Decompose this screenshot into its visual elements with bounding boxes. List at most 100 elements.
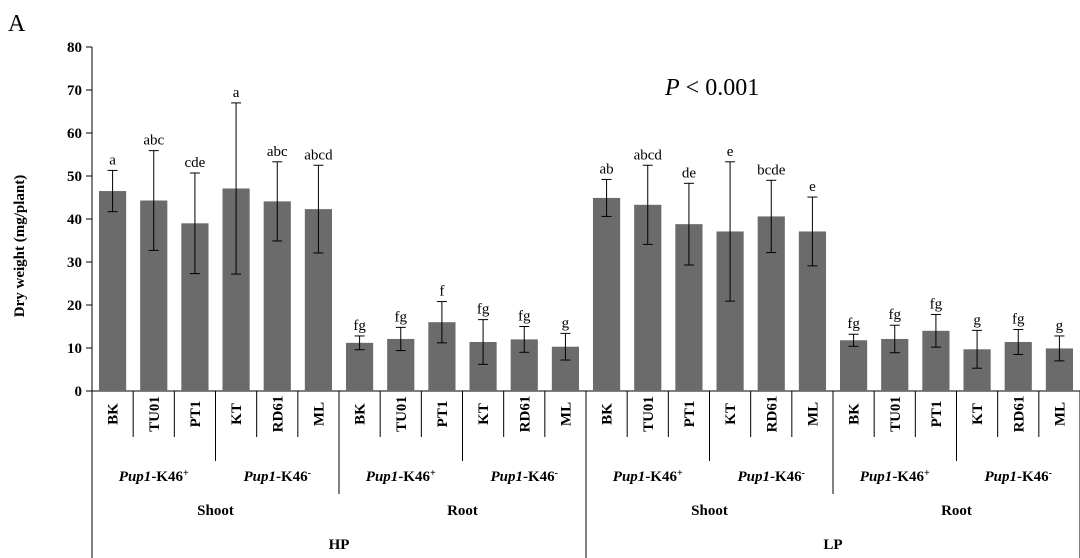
x-category-label: TU01	[147, 396, 163, 432]
genotype-group-label: Pup1-K46-	[490, 468, 558, 486]
significance-letter: g	[973, 312, 981, 328]
genotype-superscript: -	[802, 468, 805, 479]
genotype-italic: Pup1	[613, 469, 646, 485]
significance-letter: abcd	[634, 147, 663, 163]
x-category-label: ML	[1052, 402, 1068, 426]
y-tick-label: 70	[67, 83, 82, 99]
significance-letter: ab	[599, 161, 613, 177]
treatment-group-label: LP	[823, 537, 842, 553]
tissue-group-label: Root	[941, 503, 972, 519]
genotype-text: -K46	[770, 469, 802, 485]
panel-label: A	[8, 11, 26, 37]
significance-letter: bcde	[757, 162, 786, 178]
x-category-label: BK	[847, 403, 863, 425]
significance-letter: g	[562, 315, 570, 331]
genotype-italic: Pup1	[737, 469, 770, 485]
genotype-text: -K46	[398, 469, 430, 485]
x-category-label: BK	[600, 403, 616, 425]
significance-letter: fg	[1012, 312, 1025, 328]
genotype-group-label: Pup1-K46+	[613, 468, 683, 486]
significance-letter: cde	[185, 155, 206, 171]
genotype-italic: Pup1	[119, 469, 152, 485]
x-category-label: ML	[558, 402, 574, 426]
significance-letter: de	[682, 165, 697, 181]
x-category-label: TU01	[394, 396, 410, 432]
x-category-label: BK	[106, 403, 122, 425]
y-tick-label: 40	[67, 212, 82, 228]
significance-letter: fg	[847, 316, 860, 332]
x-category-label: RD61	[764, 396, 780, 433]
x-axis-categories: BK TU01 PT1 KT RD61 ML BK TU01 PT1 KT RD61 ML BK TU01…	[91, 391, 1080, 558]
genotype-italic: Pup1	[366, 469, 399, 485]
y-tick-label: 10	[67, 341, 82, 357]
genotype-text: -K46	[523, 469, 555, 485]
genotype-text: -K46	[276, 469, 308, 485]
treatment-group-label: HP	[329, 537, 350, 553]
genotype-superscript: +	[924, 468, 930, 479]
x-category-label: PT1	[682, 401, 698, 428]
genotype-superscript: +	[430, 468, 436, 479]
genotype-group-label: Pup1-K46-	[737, 468, 805, 486]
x-category-label: TU01	[888, 396, 904, 432]
x-category-label: KT	[723, 403, 739, 425]
p-value-annotation: P < 0.001	[664, 75, 759, 101]
significance-letter: fg	[395, 309, 408, 325]
genotype-italic: Pup1	[243, 469, 276, 485]
significance-letter: abc	[143, 133, 164, 149]
x-category-label: TU01	[641, 396, 657, 432]
significance-letter: fg	[930, 296, 943, 312]
genotype-group-label: Pup1-K46+	[366, 468, 436, 486]
significance-letter: a	[109, 152, 116, 168]
y-tick-label: 20	[67, 298, 82, 314]
genotype-text: -K46	[645, 469, 677, 485]
genotype-superscript: -	[555, 468, 558, 479]
p-value-italic: P	[664, 75, 680, 101]
y-tick-label: 50	[67, 169, 82, 185]
bar	[345, 342, 374, 391]
bar	[98, 191, 127, 391]
genotype-group-label: Pup1-K46+	[860, 468, 930, 486]
significance-letter: fg	[353, 318, 366, 334]
genotype-italic: Pup1	[860, 469, 893, 485]
x-category-label: RD61	[517, 396, 533, 433]
genotype-group-label: Pup1-K46-	[984, 468, 1052, 486]
genotype-italic: Pup1	[984, 469, 1017, 485]
x-category-label: RD61	[270, 396, 286, 433]
x-category-label: ML	[805, 402, 821, 426]
x-category-label: KT	[970, 403, 986, 425]
x-category-label: KT	[229, 403, 245, 425]
x-category-label: RD61	[1011, 396, 1027, 433]
tissue-group-label: Root	[447, 503, 478, 519]
x-category-label: PT1	[188, 401, 204, 428]
significance-letter: fg	[518, 309, 531, 325]
significance-letter: f	[439, 284, 444, 300]
bar	[592, 197, 621, 391]
y-tick-label: 0	[75, 384, 83, 400]
y-axis-label: Dry weight (mg/plant)	[12, 175, 28, 318]
significance-letter: e	[809, 179, 816, 195]
x-category-label: BK	[353, 403, 369, 425]
p-value-text: < 0.001	[680, 75, 760, 101]
genotype-group-label: Pup1-K46-	[243, 468, 311, 486]
x-category-label: KT	[476, 403, 492, 425]
x-category-label: PT1	[435, 401, 451, 428]
axes: 0 10 20 30 40 50 60 70 80	[67, 40, 1080, 558]
significance-letter: abc	[267, 144, 288, 160]
y-tick-label: 80	[67, 40, 82, 56]
genotype-text: -K46	[892, 469, 924, 485]
genotype-superscript: -	[1049, 468, 1052, 479]
significance-letter: a	[233, 85, 240, 101]
y-tick-label: 30	[67, 255, 82, 271]
genotype-superscript: +	[183, 468, 189, 479]
tissue-group-label: Shoot	[197, 503, 234, 519]
tissue-group-label: Shoot	[691, 503, 728, 519]
genotype-superscript: +	[677, 468, 683, 479]
genotype-italic: Pup1	[490, 469, 523, 485]
significance-letter: abcd	[304, 147, 333, 163]
significance-letter: g	[1056, 318, 1064, 334]
genotype-group-label: Pup1-K46+	[119, 468, 189, 486]
y-tick-label: 60	[67, 126, 82, 142]
significance-letter: fg	[889, 307, 902, 323]
